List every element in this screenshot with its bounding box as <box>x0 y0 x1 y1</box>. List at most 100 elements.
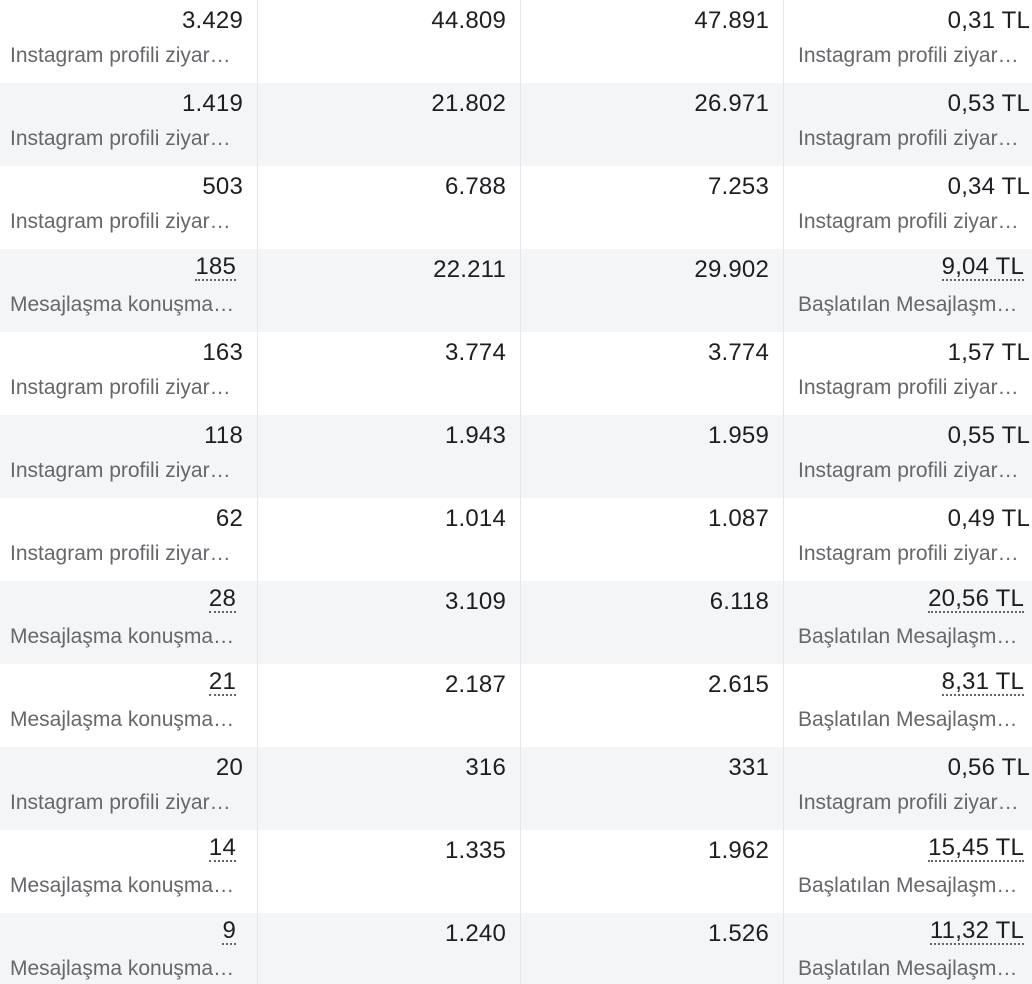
results-type-label: Instagram profili ziyaretleri <box>10 376 238 399</box>
cost-per-result-cell[interactable]: 9,04 TL Başlatılan Mesajlaşma konuşması … <box>784 249 1032 332</box>
cost-per-result-value: 8,31 TL <box>941 668 1024 696</box>
cost-type-label: Instagram profili ziyareti başına maliye… <box>798 542 1024 565</box>
table-row[interactable]: 503 Instagram profili ziyaretleri 6.788 … <box>0 166 1032 249</box>
reach-cell[interactable]: 6.788 <box>258 166 521 249</box>
cost-per-result-value: 9,04 TL <box>941 253 1024 281</box>
reach-cell[interactable]: 1.943 <box>258 415 521 498</box>
table-row[interactable]: 28 Mesajlaşma konuşmaları başlatıldı 3.1… <box>0 581 1032 664</box>
results-value: 185 <box>195 253 236 281</box>
results-value: 3.429 <box>181 7 243 34</box>
reach-cell[interactable]: 2.187 <box>258 664 521 747</box>
table-row[interactable]: 3.429 Instagram profili ziyaretleri 44.8… <box>0 0 1032 83</box>
cost-per-result-cell[interactable]: 8,31 TL Başlatılan Mesajlaşma konuşması … <box>784 664 1032 747</box>
cost-type-label: Başlatılan Mesajlaşma konuşması başına m… <box>798 708 1024 731</box>
results-cell[interactable]: 185 Mesajlaşma konuşmaları başlatıldı <box>0 249 258 332</box>
cost-type-label: Başlatılan Mesajlaşma konuşması başına m… <box>798 874 1024 897</box>
reach-cell[interactable]: 316 <box>258 747 521 830</box>
results-cell[interactable]: 28 Mesajlaşma konuşmaları başlatıldı <box>0 581 258 664</box>
impressions-value: 1.959 <box>707 422 769 449</box>
impressions-cell[interactable]: 47.891 <box>521 0 784 83</box>
reach-cell[interactable]: 22.211 <box>258 249 521 332</box>
results-value: 28 <box>208 585 236 613</box>
cost-per-result-cell[interactable]: 0,53 TL Instagram profili ziyareti başın… <box>784 83 1032 166</box>
reach-value: 1.014 <box>444 505 506 532</box>
cost-type-label: Instagram profili ziyareti başına maliye… <box>798 376 1024 399</box>
results-cell[interactable]: 118 Instagram profili ziyaretleri <box>0 415 258 498</box>
results-cell[interactable]: 1.419 Instagram profili ziyaretleri <box>0 83 258 166</box>
results-value: 503 <box>202 173 243 200</box>
results-value: 14 <box>208 834 236 862</box>
cost-per-result-cell[interactable]: 1,57 TL Instagram profili ziyareti başın… <box>784 332 1032 415</box>
results-cell[interactable]: 21 Mesajlaşma konuşmaları başlatıldı <box>0 664 258 747</box>
reach-cell[interactable]: 3.109 <box>258 581 521 664</box>
results-type-label: Instagram profili ziyaretleri <box>10 459 238 482</box>
impressions-cell[interactable]: 1.962 <box>521 830 784 913</box>
reach-cell[interactable]: 3.774 <box>258 332 521 415</box>
cost-per-result-value: 0,49 TL <box>947 505 1030 532</box>
table-row[interactable]: 14 Mesajlaşma konuşmaları başlatıldı 1.3… <box>0 830 1032 913</box>
impressions-cell[interactable]: 1.087 <box>521 498 784 581</box>
cost-per-result-cell[interactable]: 20,56 TL Başlatılan Mesajlaşma konuşması… <box>784 581 1032 664</box>
table-row[interactable]: 163 Instagram profili ziyaretleri 3.774 … <box>0 332 1032 415</box>
table-row[interactable]: 9 Mesajlaşma konuşmaları başlatıldı 1.24… <box>0 913 1032 984</box>
table-row[interactable]: 21 Mesajlaşma konuşmaları başlatıldı 2.1… <box>0 664 1032 747</box>
results-cell[interactable]: 9 Mesajlaşma konuşmaları başlatıldı <box>0 913 258 984</box>
results-cell[interactable]: 14 Mesajlaşma konuşmaları başlatıldı <box>0 830 258 913</box>
results-type-label: Instagram profili ziyaretleri <box>10 44 238 67</box>
impressions-value: 1.526 <box>707 920 769 947</box>
impressions-value: 26.971 <box>694 90 769 117</box>
impressions-cell[interactable]: 2.615 <box>521 664 784 747</box>
reach-cell[interactable]: 21.802 <box>258 83 521 166</box>
cost-per-result-value: 0,55 TL <box>947 422 1030 449</box>
results-cell[interactable]: 62 Instagram profili ziyaretleri <box>0 498 258 581</box>
impressions-cell[interactable]: 1.526 <box>521 913 784 984</box>
results-value: 1.419 <box>181 90 243 117</box>
reach-cell[interactable]: 44.809 <box>258 0 521 83</box>
reach-value: 44.809 <box>431 7 506 34</box>
cost-per-result-cell[interactable]: 11,32 TL Başlatılan Mesajlaşma konuşması… <box>784 913 1032 984</box>
impressions-cell[interactable]: 6.118 <box>521 581 784 664</box>
impressions-value: 1.962 <box>707 837 769 864</box>
cost-per-result-value: 0,34 TL <box>947 173 1030 200</box>
cost-type-label: Instagram profili ziyareti başına maliye… <box>798 459 1024 482</box>
table-row[interactable]: 62 Instagram profili ziyaretleri 1.014 1… <box>0 498 1032 581</box>
cost-type-label: Başlatılan Mesajlaşma konuşması başına m… <box>798 957 1024 980</box>
impressions-cell[interactable]: 331 <box>521 747 784 830</box>
table-row[interactable]: 1.419 Instagram profili ziyaretleri 21.8… <box>0 83 1032 166</box>
results-cell[interactable]: 163 Instagram profili ziyaretleri <box>0 332 258 415</box>
cost-per-result-cell[interactable]: 0,31 TL Instagram profili ziyareti başın… <box>784 0 1032 83</box>
impressions-cell[interactable]: 26.971 <box>521 83 784 166</box>
table-row[interactable]: 20 Instagram profili ziyaretleri 316 331… <box>0 747 1032 830</box>
table-row[interactable]: 118 Instagram profili ziyaretleri 1.943 … <box>0 415 1032 498</box>
impressions-cell[interactable]: 3.774 <box>521 332 784 415</box>
impressions-cell[interactable]: 29.902 <box>521 249 784 332</box>
reach-cell[interactable]: 1.335 <box>258 830 521 913</box>
cost-per-result-cell[interactable]: 15,45 TL Başlatılan Mesajlaşma konuşması… <box>784 830 1032 913</box>
results-cell[interactable]: 20 Instagram profili ziyaretleri <box>0 747 258 830</box>
cost-per-result-value: 20,56 TL <box>928 585 1024 613</box>
table-row[interactable]: 185 Mesajlaşma konuşmaları başlatıldı 22… <box>0 249 1032 332</box>
reach-value: 6.788 <box>444 173 506 200</box>
cost-per-result-cell[interactable]: 0,34 TL Instagram profili ziyareti başın… <box>784 166 1032 249</box>
results-cell[interactable]: 3.429 Instagram profili ziyaretleri <box>0 0 258 83</box>
results-value: 118 <box>204 422 243 449</box>
results-cell[interactable]: 503 Instagram profili ziyaretleri <box>0 166 258 249</box>
reach-value: 22.211 <box>433 256 506 283</box>
cost-type-label: Instagram profili ziyareti başına maliye… <box>798 791 1024 814</box>
results-type-label: Mesajlaşma konuşmaları başlatıldı <box>10 957 238 980</box>
impressions-cell[interactable]: 7.253 <box>521 166 784 249</box>
cost-type-label: Instagram profili ziyareti başına maliye… <box>798 44 1024 67</box>
reach-cell[interactable]: 1.014 <box>258 498 521 581</box>
results-value: 21 <box>208 668 236 696</box>
results-type-label: Mesajlaşma konuşmaları başlatıldı <box>10 293 238 316</box>
reach-value: 316 <box>465 754 506 781</box>
results-value: 20 <box>215 754 243 781</box>
cost-per-result-cell[interactable]: 0,49 TL Instagram profili ziyareti başın… <box>784 498 1032 581</box>
results-value: 9 <box>222 917 236 945</box>
reach-cell[interactable]: 1.240 <box>258 913 521 984</box>
cost-per-result-cell[interactable]: 0,56 TL Instagram profili ziyareti başın… <box>784 747 1032 830</box>
cost-per-result-cell[interactable]: 0,55 TL Instagram profili ziyareti başın… <box>784 415 1032 498</box>
impressions-cell[interactable]: 1.959 <box>521 415 784 498</box>
results-type-label: Instagram profili ziyaretleri <box>10 542 238 565</box>
